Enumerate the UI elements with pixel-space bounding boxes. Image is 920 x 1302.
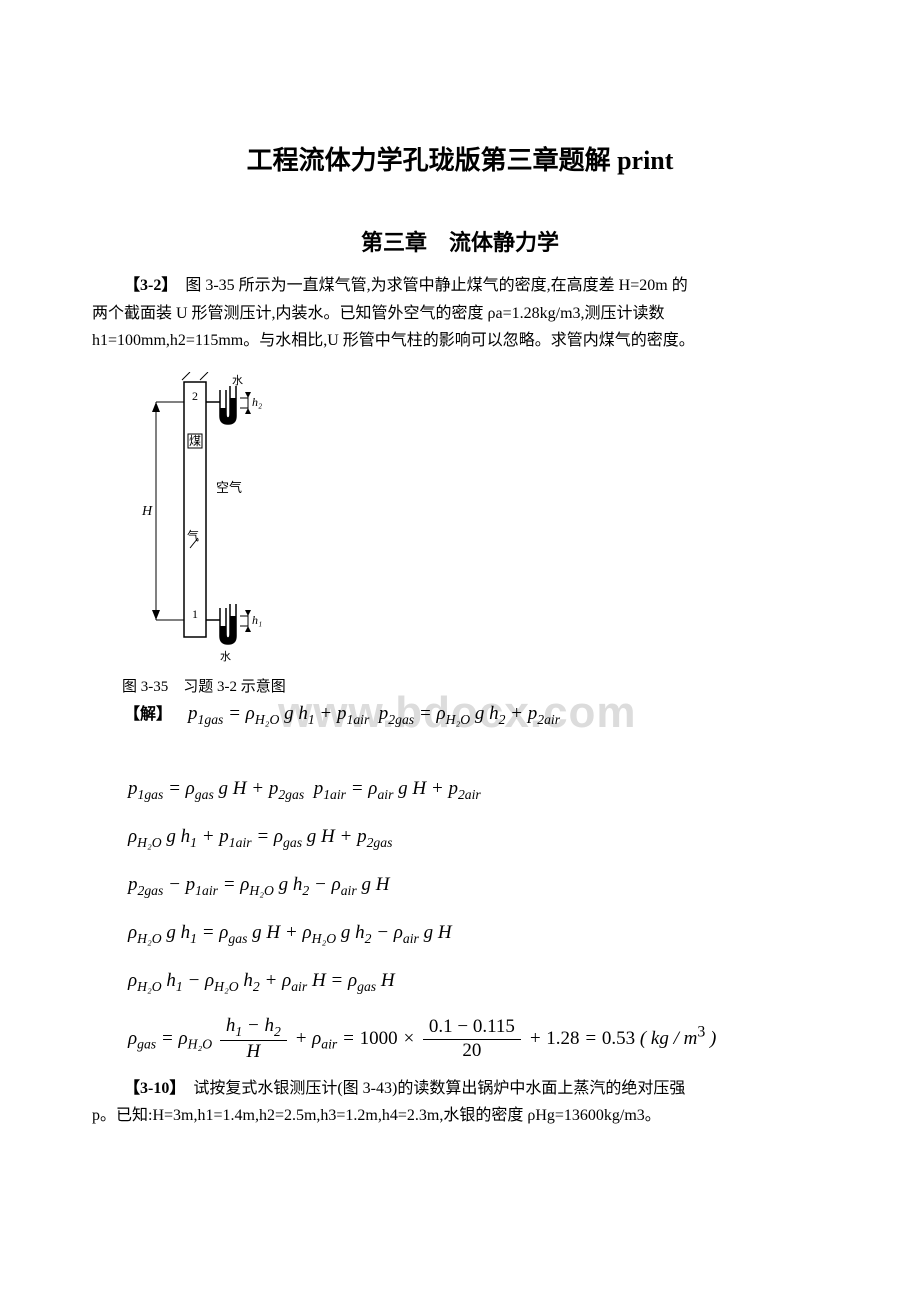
watermark-row: www.bdocx.com 【解】 p1gas = ρH₂O g h1 + p1… (92, 700, 828, 760)
svg-text:h₂: h₂ (252, 395, 262, 409)
solve-tag: 【解】 (124, 706, 172, 723)
problem-3-10-line2: p。已知:H=3m,h1=1.4m,h2=2.5m,h3=1.2m,h4=2.3… (92, 1103, 828, 1129)
problem-3-10-tag: 【3-10】 (124, 1080, 177, 1097)
svg-text:H: H (141, 504, 153, 519)
solution-line-1: 【解】 p1gas = ρH₂O g h1 + p1air p2gas = ρH… (92, 700, 828, 728)
svg-text:空气: 空气 (216, 480, 242, 495)
fraction-1: h1 − h2 H (220, 1015, 287, 1064)
p310-text1: 试按复式水银测压计(图 3-43)的读数算出锅炉中水面上蒸汽的绝对压强 (177, 1080, 685, 1097)
svg-text:水: 水 (220, 650, 231, 662)
problem-3-2-line1: 【3-2】 图 3-35 所示为一直煤气管,为求管中静止煤气的密度,在高度差 H… (92, 273, 828, 299)
problem-tag: 【3-2】 (124, 277, 169, 294)
equation-2: p1gas = ρgas g H + p2gas p1air = ρair g … (128, 770, 828, 808)
svg-text:1: 1 (192, 607, 198, 621)
problem-3-10-line1: 【3-10】 试按复式水银测压计(图 3-43)的读数算出锅炉中水面上蒸汽的绝对… (92, 1076, 828, 1102)
svg-text:煤: 煤 (189, 434, 201, 448)
figure-3-35: 2 煤 空气 气 1 H (134, 372, 828, 667)
main-title: 工程流体力学孔珑版第三章题解 print (92, 140, 828, 177)
p32-text1: 图 3-35 所示为一直煤气管,为求管中静止煤气的密度,在高度差 H=20m 的 (169, 277, 687, 294)
equation-5: ρH₂O g h1 = ρgas g H + ρH₂O g h2 − ρair … (128, 914, 828, 952)
svg-text:气: 气 (187, 528, 199, 543)
chapter-title: 第三章 流体静力学 (92, 225, 828, 257)
problem-3-2-line2: 两个截面装 U 形管测压计,内装水。已知管外空气的密度 ρa=1.28kg/m3… (92, 301, 828, 327)
equation-4: p2gas − p1air = ρH₂O g h2 − ρair g H (128, 866, 828, 904)
equation-3: ρH₂O g h1 + p1air = ρgas g H + p2gas (128, 818, 828, 856)
document-page: 工程流体力学孔珑版第三章题解 print 第三章 流体静力学 【3-2】 图 3… (0, 0, 920, 1191)
schematic-svg: 2 煤 空气 气 1 H (134, 372, 334, 662)
svg-text:h₁: h₁ (252, 613, 262, 627)
fraction-2: 0.1 − 0.115 20 (423, 1016, 521, 1063)
equation-6: ρH₂O h1 − ρH₂O h2 + ρair H = ρgas H (128, 962, 828, 1000)
equation-final: ρgas = ρH₂O h1 − h2 H + ρair = 1000 × 0.… (128, 1015, 828, 1064)
svg-text:2: 2 (192, 389, 198, 403)
svg-text:水: 水 (232, 374, 243, 387)
problem-3-2-line3: h1=100mm,h2=115mm。与水相比,U 形管中气柱的影响可以忽略。求管… (92, 328, 828, 354)
